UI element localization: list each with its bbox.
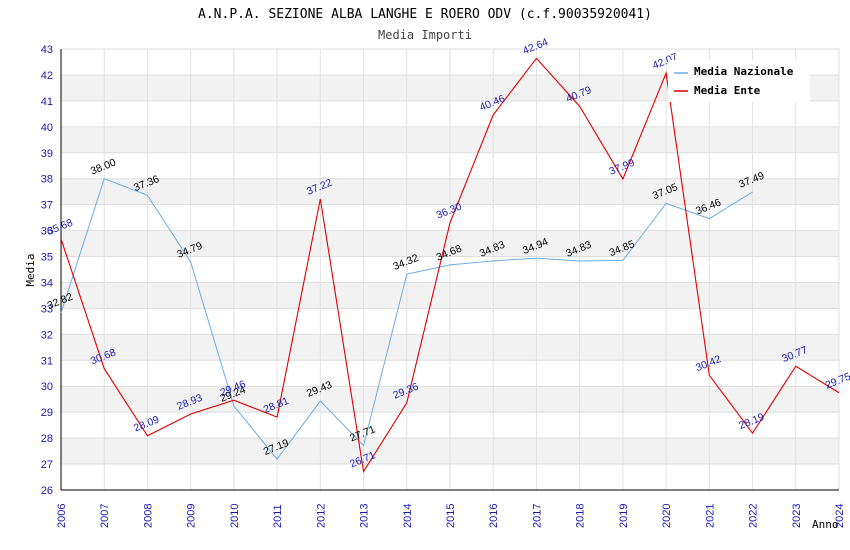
y-tick-label: 28 [41, 433, 53, 445]
y-tick-label: 35 [41, 252, 53, 264]
y-tick-label: 29 [41, 407, 53, 419]
x-axis-label: Anno [812, 518, 839, 531]
y-tick-label: 32 [41, 329, 53, 341]
x-tick-label: 2024 [834, 504, 846, 528]
legend-box [668, 60, 810, 102]
x-tick-label: 2018 [575, 504, 587, 528]
y-tick-label: 27 [41, 459, 53, 471]
y-tick-label: 40 [41, 122, 53, 134]
x-tick-label: 2012 [315, 504, 327, 528]
x-tick-label: 2023 [791, 504, 803, 528]
x-tick-label: 2016 [488, 504, 500, 528]
y-tick-label: 31 [41, 355, 53, 367]
x-tick-label: 2011 [272, 504, 284, 528]
axes [60, 49, 839, 491]
x-tick-labels: 2006 2007 2008 2009 2010 2011 2012 2013 2014 2015… [56, 504, 846, 528]
x-tick-label: 2015 [445, 504, 457, 528]
legend-label-media-ente: Media Ente [694, 84, 761, 97]
y-tick-label: 37 [41, 200, 53, 212]
chart-title: A.N.P.A. SEZIONE ALBA LANGHE E ROERO ODV… [198, 7, 652, 22]
data-label: 42.64 [521, 36, 550, 57]
y-tick-label: 26 [41, 485, 53, 497]
series-line-media-nazionale [60, 178, 753, 460]
legend: Media Nazionale Media Ente [668, 60, 810, 102]
x-tick-label: 2007 [99, 504, 111, 528]
x-tick-label: 2014 [402, 504, 414, 528]
chart-subtitle: Media Importi [378, 28, 472, 42]
y-tick-label: 33 [41, 303, 53, 315]
y-tick-label: 34 [41, 277, 53, 289]
y-tick-label: 30 [41, 381, 53, 393]
x-tick-label: 2009 [186, 504, 198, 528]
y-tick-labels: 26 27 28 29 30 31 32 33 34 35 36 37 38 39 40 41 42 43 [41, 44, 53, 497]
series-line-media-ente [60, 57, 840, 474]
data-label: 28.19 [737, 411, 766, 432]
y-tick-label: 38 [41, 174, 53, 186]
data-label: 38.00 [89, 156, 118, 177]
y-tick-label: 41 [41, 96, 53, 108]
x-tick-label: 2021 [704, 504, 716, 528]
y-tick-label: 42 [41, 70, 53, 82]
legend-label-media-nazionale: Media Nazionale [694, 65, 794, 78]
grid-lines [60, 48, 840, 491]
x-tick-label: 2008 [142, 504, 154, 528]
x-tick-label: 2022 [748, 504, 760, 528]
y-tick-label: 39 [41, 148, 53, 160]
x-tick-label: 2006 [56, 504, 68, 528]
x-tick-label: 2019 [618, 504, 630, 528]
x-tick-label: 2013 [359, 504, 371, 528]
x-tick-label: 2010 [229, 504, 241, 528]
y-tick-label: 43 [41, 44, 53, 56]
y-axis-label: Media [24, 253, 37, 286]
x-tick-label: 2017 [531, 504, 543, 528]
y-tick-label: 36 [41, 226, 53, 238]
x-tick-label: 2020 [661, 504, 673, 528]
series-lines [60, 57, 840, 474]
